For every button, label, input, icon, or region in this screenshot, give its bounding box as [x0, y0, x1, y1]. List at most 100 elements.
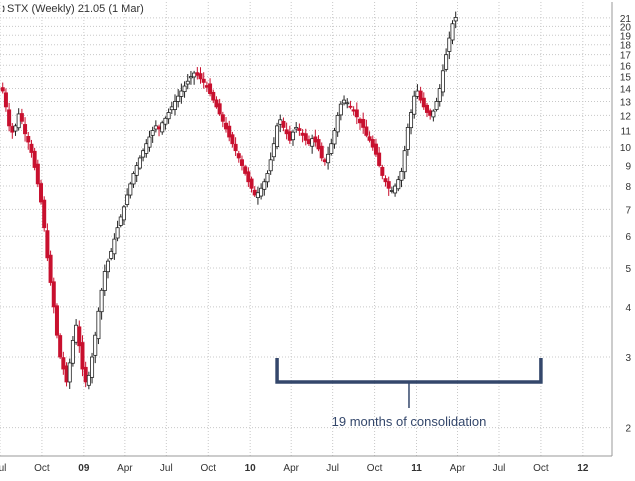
candle	[409, 109, 414, 135]
candle	[51, 277, 56, 314]
candle	[121, 204, 126, 225]
candle	[147, 130, 152, 152]
candle	[7, 102, 12, 132]
candle	[93, 331, 98, 364]
candle	[80, 335, 85, 377]
x-tick-label: 11	[411, 463, 422, 474]
y-tick-label: 9	[625, 162, 631, 173]
candle	[300, 129, 305, 143]
candle	[373, 138, 378, 157]
candle	[322, 157, 327, 166]
candle	[23, 117, 28, 142]
candle	[83, 361, 88, 388]
candle	[236, 150, 241, 163]
y-tick-label: 3	[625, 353, 631, 364]
candle	[450, 20, 455, 45]
last-price: 21.05	[77, 3, 106, 15]
candle	[19, 108, 24, 125]
candle	[201, 72, 206, 89]
candle	[246, 167, 251, 187]
last-date: (1 Mar)	[108, 3, 144, 15]
annotation-label: 19 months of consolidation	[332, 414, 487, 429]
candle	[0, 82, 5, 94]
y-tick-label: 20	[620, 22, 632, 33]
candle	[74, 319, 79, 345]
candle	[294, 122, 299, 133]
candle	[220, 111, 225, 128]
candle	[137, 155, 142, 170]
candle	[112, 233, 117, 260]
candle	[3, 88, 8, 112]
grid	[0, 2, 612, 456]
candle	[224, 117, 229, 133]
candle	[428, 108, 433, 120]
candle	[185, 74, 190, 90]
x-axis: Jul Oct 09 Apr Jul Oct 10 Apr Jul Oct 11 Apr Jul Oct 1…	[0, 455, 612, 474]
candle	[271, 137, 276, 162]
candle	[42, 196, 47, 232]
candle	[418, 86, 423, 104]
candle	[338, 101, 343, 121]
candle	[32, 147, 37, 171]
candle	[348, 100, 353, 110]
candle	[39, 179, 44, 205]
candle	[316, 135, 321, 152]
candle	[440, 64, 445, 97]
candles	[0, 11, 458, 390]
candle	[188, 70, 193, 85]
candle	[26, 132, 31, 150]
y-tick-label: 21	[620, 14, 632, 25]
y-tick-label: 12	[620, 111, 632, 122]
x-tick-label: 12	[577, 463, 589, 474]
candle	[192, 70, 197, 85]
candle	[10, 123, 15, 139]
x-tick-label: Apr	[117, 463, 133, 474]
candle	[160, 120, 165, 135]
candle	[176, 89, 181, 108]
y-tick-label: 17	[620, 51, 632, 62]
candle	[361, 112, 366, 134]
candle	[198, 67, 203, 84]
candle	[447, 31, 452, 60]
candle	[54, 303, 59, 339]
candle	[144, 139, 149, 158]
candle	[118, 214, 123, 228]
candle	[444, 48, 449, 72]
candle	[131, 171, 136, 188]
candle	[332, 127, 337, 149]
candle	[125, 188, 130, 208]
candle	[16, 108, 21, 131]
candle	[402, 145, 407, 180]
x-tick-label: Jul	[326, 463, 339, 474]
candle	[380, 164, 385, 180]
candle	[453, 11, 458, 29]
y-tick-label: 6	[625, 232, 631, 243]
candle	[169, 101, 174, 115]
candle	[179, 83, 184, 104]
x-tick-label: Apr	[283, 463, 299, 474]
candle	[377, 147, 382, 168]
y-tick-label: 18	[620, 41, 632, 52]
candle	[303, 128, 308, 146]
candle	[230, 131, 235, 148]
x-tick-label: Apr	[450, 463, 466, 474]
candle	[109, 248, 114, 261]
candle	[35, 159, 40, 188]
candle	[319, 142, 324, 162]
candle	[208, 78, 213, 97]
candle	[306, 135, 311, 147]
x-tick-label: Oct	[367, 463, 383, 474]
candle	[284, 122, 289, 140]
candle	[434, 97, 439, 112]
y-tick-label: 2	[625, 424, 631, 435]
candle	[386, 176, 391, 196]
candle	[252, 186, 257, 197]
candle	[310, 134, 315, 154]
candle	[96, 307, 101, 345]
candle	[383, 175, 388, 187]
candle	[239, 155, 244, 171]
x-tick-label: Jul	[493, 463, 506, 474]
y-tick-label: 16	[620, 61, 632, 72]
y-tick-label: 15	[620, 72, 632, 83]
